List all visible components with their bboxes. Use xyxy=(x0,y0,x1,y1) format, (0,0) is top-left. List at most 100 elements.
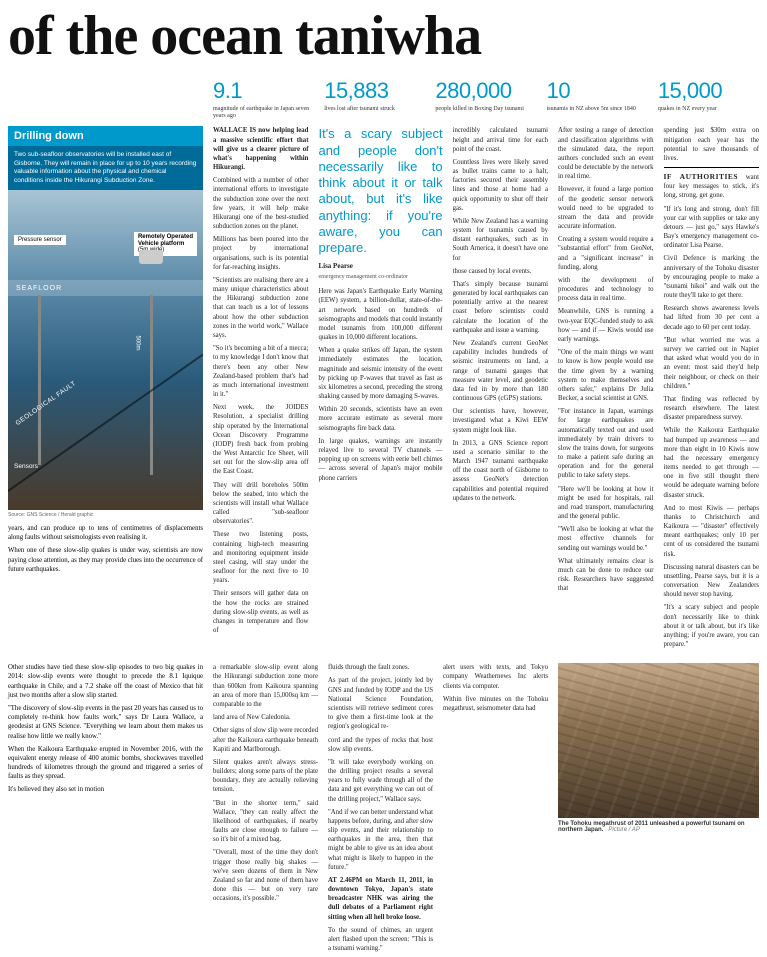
col3-p1: incredibly calculated tsunami height and… xyxy=(453,126,548,154)
lower-col-3: alert users with texts, and Tokyo compan… xyxy=(443,663,548,957)
col4-p9: "We'll also be looking at what the most … xyxy=(558,525,653,553)
rov-label-l2: Vehicle platform xyxy=(138,241,184,247)
callout-quote: It's a scary subject and people don't ne… xyxy=(318,126,442,256)
infographic-image: Pressure sensor Remotely Operated Vehicl… xyxy=(8,190,203,510)
stat-2-num: 15,883 xyxy=(324,78,425,104)
l1p3: Silent quakes aren't always stress-build… xyxy=(213,758,318,795)
leftcol-p4: "The discovery of slow-slip events in th… xyxy=(8,704,203,741)
col5-p9: Discussing natural disasters can be unse… xyxy=(664,563,759,600)
page-headline: of the ocean taniwha xyxy=(8,4,759,68)
col1-p7: They will drill boreholes 500m below the… xyxy=(213,481,308,527)
l2p4: AT 2.46PM on March 11, 2011, in downtown… xyxy=(328,876,433,922)
infographic-blurb: Two sub-seafloor observatories will be i… xyxy=(8,146,203,190)
col3-p2: Countless lives were likely saved as bul… xyxy=(453,158,548,213)
stat-5-num: 15,000 xyxy=(658,78,759,104)
col3-p5: That's simply because tsunami generated … xyxy=(453,280,548,335)
stat-4-sub: tsunamis in NZ above 5m since 1840 xyxy=(547,106,648,113)
col1-p4: "Scientists are realising there are a ma… xyxy=(213,276,308,340)
col4-p3: Creating a system would require a "subst… xyxy=(558,235,653,272)
rov-label-l1: Remotely Operated xyxy=(138,234,193,240)
col4-p8: "Here we'll be looking at how it might b… xyxy=(558,485,653,522)
leftcol-p3: Other studies have tied these slow-slip … xyxy=(8,663,203,700)
photo-caption: The Tohoku megathrust of 2011 unleashed … xyxy=(558,818,759,833)
col5-p2: "If it's long and strong, don't fill you… xyxy=(664,205,759,251)
col5-p1: spending just $30m extra on mitigation e… xyxy=(664,126,759,163)
col4-p7: "For instance in Japan, warnings for lar… xyxy=(558,407,653,480)
col5-p10: "It's a scary subject and people don't n… xyxy=(664,603,759,649)
stat-3: 280,000 people killed in Boxing Day tsun… xyxy=(435,78,536,120)
observatory-pipe-2 xyxy=(38,295,41,465)
stat-1-sub: magnitude of earthquake in Japan seven y… xyxy=(213,106,314,120)
col2-p4: In large quakes, warnings are instantly … xyxy=(318,437,442,483)
observatory-pipe xyxy=(150,295,153,475)
col4-p10: What ultimately remains clear is much ca… xyxy=(558,557,653,594)
infographic-source: Source: GNS Science / Herald graphic xyxy=(8,510,203,518)
stats-row: 9.1 magnitude of earthquake in Japan sev… xyxy=(0,78,767,126)
stat-1: 9.1 magnitude of earthquake in Japan sev… xyxy=(213,78,314,120)
infographic: Drilling down Two sub-seafloor observato… xyxy=(8,126,203,653)
col-2: It's a scary subject and people don't ne… xyxy=(318,126,442,653)
stat-3-num: 280,000 xyxy=(435,78,536,104)
leftcol-p1: years, and can produce up to tens of cen… xyxy=(8,524,203,542)
geo-fault-label: GEOLOGICAL FAULT xyxy=(14,380,77,427)
l2p1: cord and the types of rocks that host sl… xyxy=(328,736,433,754)
byline: Lisa Pearse emergency management co-ordi… xyxy=(318,262,442,281)
sidebar-head: IF AUTHORITIES xyxy=(664,172,739,181)
stat-4: 10 tsunamis in NZ above 5m since 1840 xyxy=(547,78,648,120)
stat-4-num: 10 xyxy=(547,78,648,104)
col1-p5: "So it's becoming a bit of a mecca; to m… xyxy=(213,344,308,399)
stat-2-sub: lives lost after tsunami struck xyxy=(324,106,425,113)
leftcol-p5: When the Kaikoura Earthquake erupted in … xyxy=(8,745,203,782)
seafloor-label: SEAFLOOR xyxy=(8,285,62,292)
col1-lead: WALLACE IS now helping lead a massive sc… xyxy=(213,127,308,171)
col5-p7: While the Kaikoura Earthquake had bumped… xyxy=(664,426,759,499)
col1-p8: These two listening posts, containing hi… xyxy=(213,530,308,585)
caption-text: The Tohoku megathrust of 2011 unleashed … xyxy=(558,821,745,833)
col3-p3: While New Zealand has a warning system f… xyxy=(453,217,548,263)
rov-icon xyxy=(139,250,163,264)
l2p4-text: AT 2.46PM on March 11, 2011, in downtown… xyxy=(328,877,433,921)
col3-p6: New Zealand's current GeoNet capability … xyxy=(453,339,548,403)
l1p4: "But in the shorter term," said Wallace,… xyxy=(213,799,318,845)
col2mid-p2: fluids through the fault zones. xyxy=(328,663,433,672)
l1p1: land area of New Caledonia. xyxy=(213,713,318,722)
col-5: spending just $30m extra on mitigation e… xyxy=(664,126,759,653)
stat-2: 15,883 lives lost after tsunami struck xyxy=(324,78,425,120)
pressure-sensor-label: Pressure sensor xyxy=(14,235,66,245)
col3-p8: In 2013, a GNS Science report used a sce… xyxy=(453,439,548,503)
col2-p2: When a quake strikes off Japan, the syst… xyxy=(318,346,442,401)
col2-p1: Here was Japan's Earthquake Early Warnin… xyxy=(318,287,442,342)
l2p3: "And if we can better understand what ha… xyxy=(328,808,433,872)
col1-p9: Their sensors will gather data on the ho… xyxy=(213,589,308,635)
col5-p8: And to most Kiwis — perhaps thanks to Ch… xyxy=(664,504,759,559)
col3-p4: those caused by local events. xyxy=(453,267,548,276)
sensors-label: Sensors xyxy=(14,463,38,470)
tsunami-photo xyxy=(558,663,759,818)
l2p7: Within five minutes on the Tohoku megath… xyxy=(443,695,548,713)
col4-p6: "One of the main things we want to know … xyxy=(558,348,653,403)
stat-5-sub: quakes in NZ every year xyxy=(658,106,759,113)
col1-p3: Millions has been poured into the projec… xyxy=(213,235,308,272)
col4-p5: Meanwhile, GNS is running a two-year EQC… xyxy=(558,307,653,344)
col1-p2: Combined with a number of other internat… xyxy=(213,176,308,231)
col-3: incredibly calculated tsunami height and… xyxy=(453,126,548,653)
l2p6: alert users with texts, and Tokyo compan… xyxy=(443,663,548,691)
col3-p7: Our scientists have, however, investigat… xyxy=(453,407,548,435)
col-4: After testing a range of detection and c… xyxy=(558,126,653,653)
col5-p3: Civil Defence is marking the anniversary… xyxy=(664,254,759,300)
byline-name: Lisa Pearse xyxy=(318,262,352,270)
depth-label: 500m xyxy=(134,336,140,351)
col4-p4: with the development of procedures and t… xyxy=(558,276,653,304)
stat-3-sub: people killed in Boxing Day tsunami xyxy=(435,106,536,113)
l2p5: To the sound of chimes, an urgent alert … xyxy=(328,926,433,954)
byline-role: emergency management co-ordinator xyxy=(318,274,408,280)
col-1: WALLACE IS now helping lead a massive sc… xyxy=(213,126,308,653)
infographic-title: Drilling down xyxy=(14,130,197,142)
l2p2: "It will take everybody working on the d… xyxy=(328,758,433,804)
col5-p5: "But what worried me was a survey we car… xyxy=(664,336,759,391)
col2-p3: Within 20 seconds, scientists have an ev… xyxy=(318,405,442,433)
col1-p6: Next week, the JOIDES Resolution, a spec… xyxy=(213,403,308,476)
stat-5: 15,000 quakes in NZ every year xyxy=(658,78,759,120)
col4-p2: However, it found a large portion of the… xyxy=(558,185,653,231)
col5-p4: Research shows awareness levels had lift… xyxy=(664,304,759,332)
